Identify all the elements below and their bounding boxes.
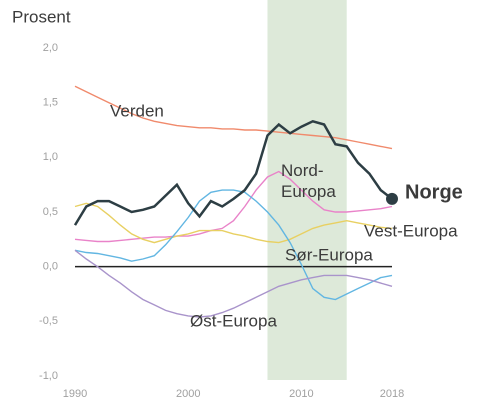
y-tick-label: 2,0 xyxy=(43,42,58,54)
x-tick-label: 2018 xyxy=(380,388,404,400)
y-tick-label: 1,0 xyxy=(43,151,58,163)
series-line xyxy=(74,202,393,244)
series-line xyxy=(73,119,393,226)
series-line xyxy=(74,189,393,301)
y-tick-label: 0,0 xyxy=(43,261,58,273)
series-line xyxy=(74,170,393,243)
y-tick-label: 1,5 xyxy=(43,97,58,109)
y-tick-label: 0,5 xyxy=(43,206,58,218)
series-line xyxy=(74,85,393,150)
y-axis-label: Prosent xyxy=(12,7,71,26)
series-label: Verden xyxy=(110,101,164,120)
y-tick-label: -0,5 xyxy=(39,315,58,327)
series-label: Sør-Europa xyxy=(285,245,373,264)
series-label: Nord-Europa xyxy=(281,161,336,201)
x-tick-label: 1990 xyxy=(63,388,87,400)
end-dot xyxy=(386,192,398,205)
x-tick-label: 2000 xyxy=(176,388,200,400)
series-label: Vest-Europa xyxy=(364,221,458,240)
highlight-band xyxy=(267,0,347,380)
series-label: Øst-Europa xyxy=(190,311,277,330)
series-label: Norge xyxy=(405,181,463,203)
y-tick-label: -1,0 xyxy=(39,370,58,382)
x-tick-label: 2010 xyxy=(289,388,313,400)
series-line xyxy=(74,249,393,318)
